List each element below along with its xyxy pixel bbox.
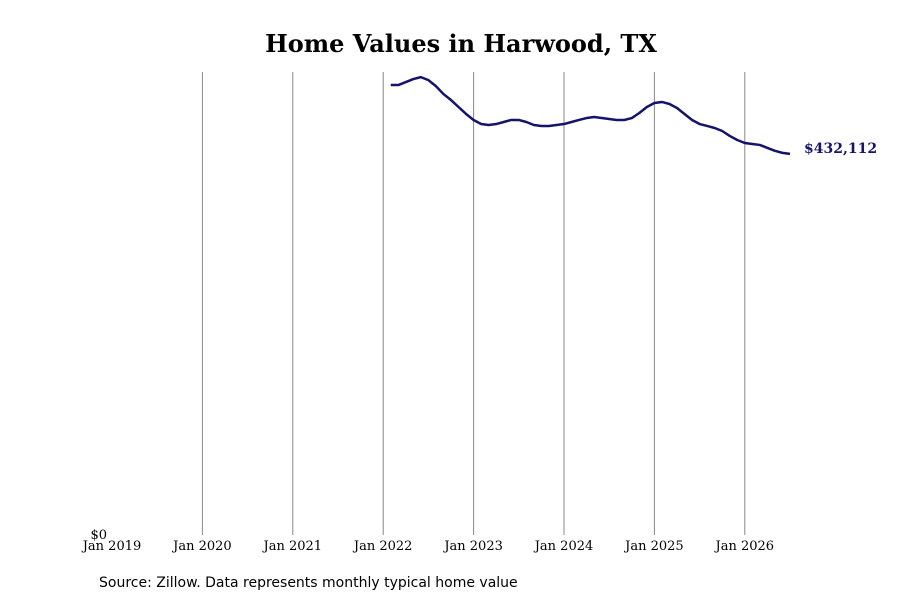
x-tick-label: Jan 2025 [623,539,684,554]
x-tick-label: Jan 2021 [262,539,323,554]
y-tick-label: $0 [90,528,107,543]
x-tick-label: Jan 2026 [714,539,775,554]
x-tick-label: Jan 2020 [171,539,232,554]
x-tick-label: Jan 2024 [533,539,594,554]
x-tick-label: Jan 2022 [352,539,413,554]
data-line [390,75,791,156]
x-tick-label: Jan 2023 [442,539,503,554]
chart-title: Home Values in Harwood, TX [265,29,657,58]
source-note: Source: Zillow. Data represents monthly … [99,575,518,591]
value-label: $432,112 [804,141,877,157]
x-tick-label: Jan 2019 [81,539,142,554]
